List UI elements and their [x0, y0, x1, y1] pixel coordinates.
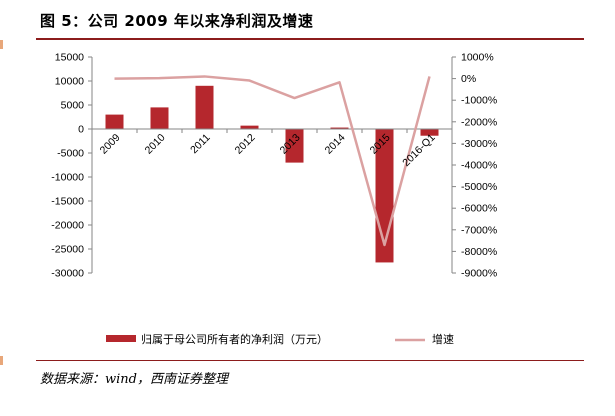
right-tick-label: -1000%	[461, 95, 497, 107]
edge-mark-top	[0, 40, 3, 49]
bar-2011	[195, 85, 214, 129]
category-label: 2012	[233, 132, 258, 157]
left-tick-label: -15000	[51, 196, 84, 208]
figure-title: 图 5：公司 2009 年以来净利润及增速	[40, 12, 314, 30]
bar-2012	[240, 125, 259, 129]
right-tick-label: -8000%	[461, 246, 497, 258]
right-tick-label: -3000%	[461, 138, 497, 150]
right-tick-label: -2000%	[461, 116, 497, 128]
category-label: 2016-Q1	[400, 132, 437, 169]
left-tick-label: -10000	[51, 172, 84, 184]
legend-line-label: 增速	[432, 332, 454, 346]
left-tick-label: -5000	[57, 148, 84, 160]
category-label: 2010	[143, 132, 168, 157]
title-rule	[36, 38, 584, 40]
category-label: 2011	[188, 132, 213, 157]
bar-2016-Q1	[420, 129, 439, 136]
left-tick-label: -30000	[51, 268, 84, 280]
right-axis-ticks: 1000% 0% -1000% -2000% -3000% -4000% -5000% -60…	[461, 52, 497, 280]
bar-series	[105, 85, 439, 263]
bar-2014	[330, 127, 349, 129]
right-tick-label: -6000%	[461, 203, 497, 215]
right-tick-label: -4000%	[461, 160, 497, 172]
right-tick-label: 1000%	[461, 52, 494, 64]
right-tick-label: -7000%	[461, 224, 497, 236]
left-tick-label: 0	[78, 124, 84, 136]
line-series	[114, 75, 431, 247]
legend-bar-label: 归属于母公司所有者的净利润（万元）	[141, 332, 328, 346]
right-tick-label: 0%	[461, 73, 476, 85]
chart: 15000 10000 5000 0 -5000 -10000 -15000 -20000 -2…	[51, 52, 497, 347]
left-tick-label: -20000	[51, 220, 84, 232]
left-tick-label: -25000	[51, 244, 84, 256]
left-tick-label: 15000	[55, 52, 84, 64]
category-label: 2009	[98, 132, 123, 157]
source-note: 数据来源：wind，西南证券整理	[40, 372, 228, 387]
legend-bar-swatch	[106, 335, 136, 342]
bottom-rule	[36, 360, 584, 361]
bar-2010	[150, 107, 169, 129]
left-tick-label: 10000	[55, 76, 84, 88]
right-tick-label: -9000%	[461, 268, 497, 280]
axes	[88, 56, 456, 274]
bar-2009	[105, 114, 124, 129]
category-label: 2014	[323, 132, 348, 157]
growth-line	[114, 75, 431, 247]
left-tick-label: 5000	[61, 100, 85, 112]
edge-mark-bottom	[0, 356, 3, 365]
bar-2013	[285, 129, 304, 163]
right-tick-label: -5000%	[461, 181, 497, 193]
legend: 归属于母公司所有者的净利润（万元） 增速	[106, 332, 454, 346]
left-axis-ticks: 15000 10000 5000 0 -5000 -10000 -15000 -20000 -2…	[51, 52, 84, 280]
